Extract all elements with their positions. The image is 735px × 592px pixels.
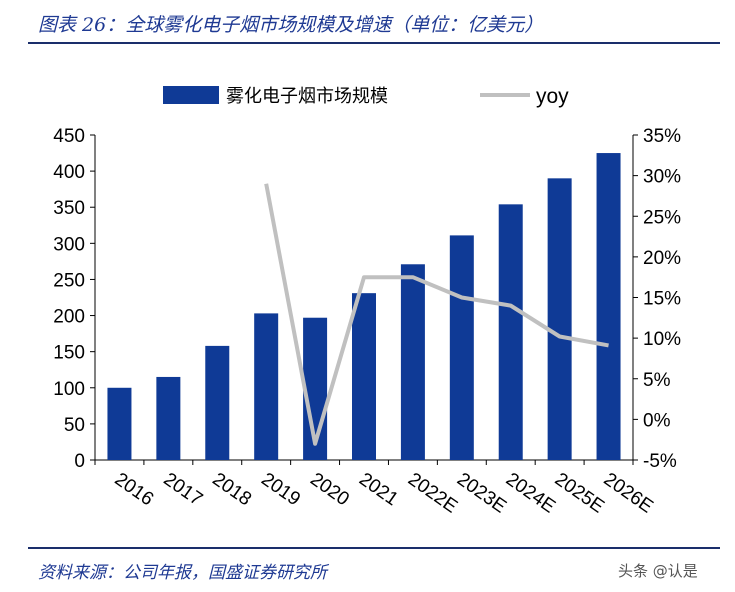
left-tick-label: 350 <box>53 198 85 219</box>
bar <box>449 235 474 460</box>
bar <box>107 387 132 460</box>
right-tick-label: 10% <box>643 329 681 350</box>
x-tick-label: 2018 <box>208 469 255 510</box>
left-tick-label: 450 <box>53 126 85 147</box>
legend-line-label: yoy <box>536 85 569 108</box>
right-tick-label: 0% <box>643 410 671 431</box>
x-tick-label: 2016 <box>111 469 158 510</box>
right-tick-label: 30% <box>643 167 681 188</box>
bar <box>596 153 621 461</box>
x-tick-label: 2024E <box>502 469 559 518</box>
source-note: 资料来源：公司年报，国盛证券研究所 <box>38 563 327 583</box>
chart: 0 50 100 150 200 250 300 350 400 450 -5% 0% 5% 10% 15%… <box>53 85 681 518</box>
watermark-text: 头条 @认是 <box>618 562 698 580</box>
source-divider <box>28 547 720 549</box>
bar <box>498 204 523 460</box>
right-tick-label: 15% <box>643 289 681 310</box>
left-tick-label: 300 <box>53 234 85 255</box>
x-tick-label: 2022E <box>404 469 461 518</box>
yoy-line <box>264 183 609 446</box>
bar <box>254 313 279 460</box>
left-tick-label: 400 <box>53 162 85 183</box>
legend-bar-swatch <box>163 86 219 104</box>
title-bar: 图表 26：全球雾化电子烟市场规模及增速（单位：亿美元） <box>28 6 720 44</box>
right-tick-label: -5% <box>643 451 677 472</box>
left-tick-label: 50 <box>64 415 85 436</box>
left-tick-label: 100 <box>53 379 85 400</box>
right-tick-label: 35% <box>643 126 681 147</box>
bar <box>352 293 376 460</box>
x-tick-label: 2025E <box>551 469 608 518</box>
bar <box>156 376 181 460</box>
x-tick-label: 2019 <box>257 469 304 510</box>
left-tick-label: 250 <box>53 270 85 291</box>
right-tick-label: 25% <box>643 207 681 228</box>
x-tick-label: 2017 <box>159 469 206 510</box>
x-tick-label: 2020 <box>306 469 353 510</box>
left-tick-label: 150 <box>53 343 85 364</box>
bar <box>547 178 572 461</box>
bar <box>400 264 425 460</box>
right-tick-label: 5% <box>643 370 671 391</box>
figure-title: 图表 26：全球雾化电子烟市场规模及增速（单位：亿美元） <box>38 14 544 36</box>
x-tick-label: 2023E <box>453 469 510 518</box>
x-tick-label: 2026E <box>600 469 657 518</box>
x-tick-label: 2021 <box>355 469 402 510</box>
left-tick-label: 0 <box>74 451 85 472</box>
bar <box>205 345 230 460</box>
right-tick-label: 20% <box>643 248 681 269</box>
legend-bar-label: 雾化电子烟市场规模 <box>226 86 388 106</box>
left-tick-label: 200 <box>53 307 85 328</box>
